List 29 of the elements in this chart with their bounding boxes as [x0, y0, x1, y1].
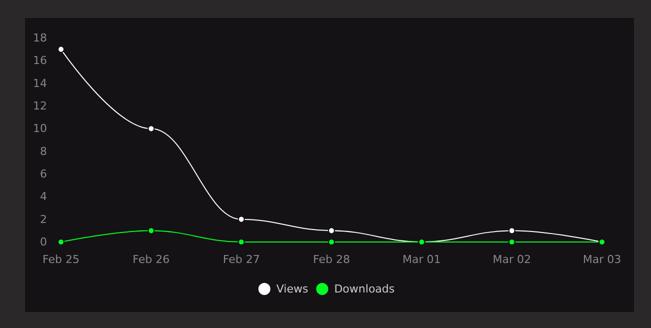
point: [58, 46, 64, 53]
point: [508, 238, 516, 246]
legend-label: Views: [276, 282, 308, 296]
x-tick-label: Mar 02: [492, 253, 531, 266]
point: [328, 227, 335, 234]
x-tick-label: Feb 28: [313, 253, 350, 266]
y-tick-label: 2: [40, 212, 47, 226]
y-tick-label: 4: [40, 190, 47, 204]
legend-label: Downloads: [334, 282, 395, 296]
point: [238, 238, 245, 246]
point: [238, 216, 245, 223]
x-tick-label: Feb 25: [42, 253, 80, 266]
y-tick-label: 8: [40, 144, 47, 158]
x-tick-label: Feb 26: [132, 253, 170, 266]
point: [328, 238, 335, 246]
x-tick-label: Feb 27: [222, 253, 260, 266]
point: [148, 125, 155, 132]
point: [508, 227, 516, 234]
y-tick-label: 0: [40, 236, 47, 248]
y-tick-label: 14: [33, 76, 47, 90]
y-tick-label: 16: [33, 54, 47, 68]
x-tick-label: Mar 01: [402, 253, 441, 266]
y-tick-label: 18: [33, 32, 47, 44]
y-tick-label: 12: [33, 100, 47, 112]
x-tick-label: Mar 03: [582, 253, 622, 266]
point: [58, 238, 64, 246]
y-tick-label: 6: [40, 168, 47, 180]
point: [148, 227, 155, 234]
y-tick-label: 10: [33, 122, 47, 136]
